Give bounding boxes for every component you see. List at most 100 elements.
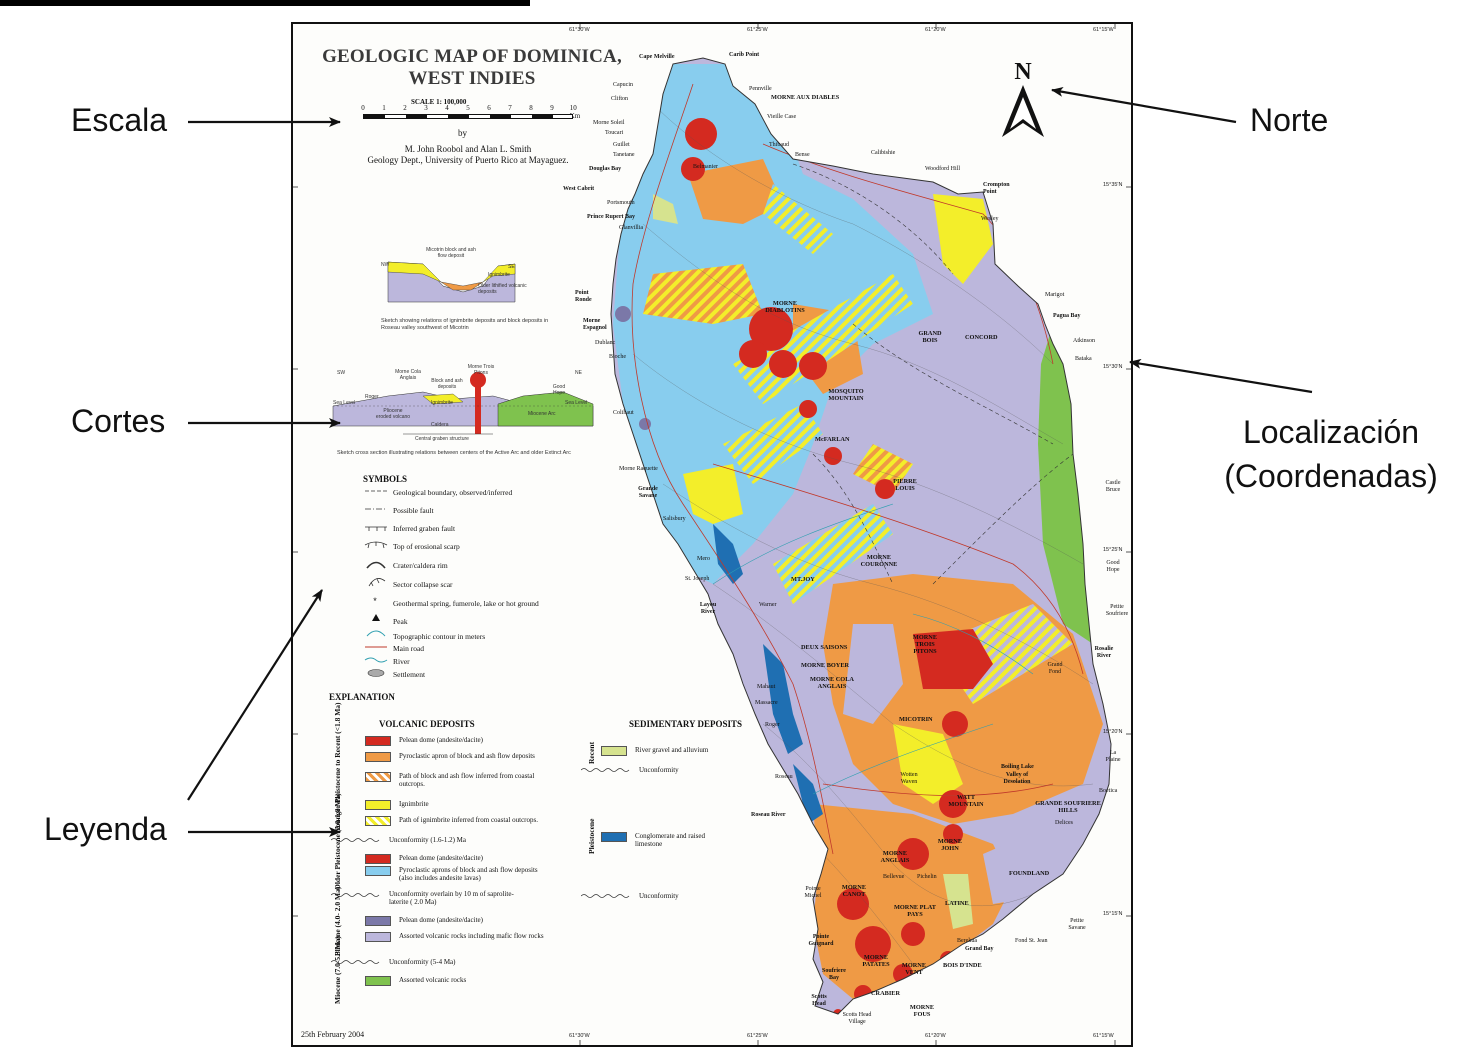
- place-label: Mahaut: [757, 684, 776, 690]
- place-label: WATT MOUNTAIN: [948, 794, 984, 808]
- legend-alluvium: River gravel and alluvium: [601, 746, 775, 756]
- sketch2-label-goodhope: Good Hope: [552, 384, 566, 396]
- place-label: Pointe Michel: [804, 886, 822, 899]
- place-label: Belmanier: [693, 164, 718, 170]
- legend-apron-older: Pyroclastic aprons of block and ash flow…: [365, 866, 549, 882]
- place-label: Petite Soufriere: [1105, 604, 1129, 617]
- unconformity-2: Unconformity overlain by 10 m of saproli…: [331, 890, 601, 906]
- sketch2-label-caldera: Caldera: [431, 422, 449, 428]
- north-arrow-icon: N: [1002, 59, 1044, 137]
- place-label: Castle Bruce: [1105, 480, 1121, 493]
- scale-bar: [363, 114, 573, 119]
- place-label: MORNE TROIS PITONS: [912, 634, 938, 655]
- sketch-arc-section: [332, 372, 594, 435]
- place-label: GRAND BOIS: [918, 330, 942, 344]
- place-label: Cape Melville: [639, 54, 675, 60]
- sketch2-ne: NE: [575, 370, 582, 376]
- coord-right-5: 15°15'N: [1103, 911, 1123, 917]
- coord-right-4: 15°20'N: [1103, 729, 1123, 735]
- symbol-settlement: Settlement: [393, 669, 426, 679]
- place-label: Guillet: [613, 142, 630, 148]
- place-label: MORNE VENT: [901, 962, 927, 976]
- place-label: Douglas Bay: [589, 166, 622, 172]
- place-label: Rosalie River: [1094, 646, 1114, 659]
- place-label: Pointe Guignard: [808, 934, 834, 947]
- place-label: Bataka: [1075, 356, 1092, 362]
- place-label: Massacre: [755, 700, 778, 706]
- geothermal-icon: *: [373, 596, 377, 606]
- place-label: Marigot: [1045, 292, 1065, 298]
- legend-swatch: [365, 816, 391, 826]
- place-label: West Cabrit: [563, 186, 595, 192]
- place-label: MICOTRIN: [899, 716, 933, 723]
- legend-swatch: [365, 854, 391, 864]
- place-label: Woodford Hill: [925, 166, 961, 172]
- legend-pelean-young: Pelean dome (andesite/dacite): [365, 736, 539, 746]
- river-icon: [364, 657, 388, 663]
- place-label: GRANDE SOUFRIERE HILLS: [1035, 800, 1101, 814]
- place-label: Layou River: [699, 602, 717, 615]
- sketch2-label-miocene: Miocene Arc: [528, 411, 556, 417]
- age-miocene: Miocene (7.0-5.3 Ma): [333, 936, 342, 1004]
- place-label: Roseau: [775, 774, 793, 780]
- place-label: Mero: [697, 556, 710, 562]
- place-label: MORNE PLAT PAYS: [893, 904, 937, 918]
- place-label: Atkinson: [1073, 338, 1096, 344]
- place-label: Scotts Head: [811, 994, 827, 1007]
- svg-text:N: N: [1014, 59, 1032, 85]
- coord-bottom-4: 61°15'W: [1093, 1033, 1114, 1039]
- symbol-road: Main road: [393, 643, 425, 653]
- sketch2-sw: SW: [337, 370, 346, 376]
- place-label: MORNE ANGLAIS: [880, 850, 910, 864]
- annotation-cortes: Cortes: [71, 403, 166, 439]
- legend-miocene: Assorted volcanic rocks: [365, 976, 539, 986]
- sketch1-block-label: Micotrin block and ash flow deposit: [426, 247, 476, 259]
- place-label: Pennville: [749, 86, 772, 92]
- age-recent: Recent: [587, 741, 596, 764]
- place-label: Prince Rupert Bay: [587, 214, 635, 220]
- place-label: Good Hope: [1106, 560, 1120, 573]
- bottom-credit-strip: [262, 1045, 1062, 1050]
- place-label: Thibaud: [769, 142, 789, 148]
- unconformity-3: Unconformity (5-4 Ma): [331, 958, 455, 966]
- place-label: Glanvillia: [619, 225, 643, 231]
- place-label: Bioche: [609, 354, 626, 360]
- place-label: Berekua: [957, 938, 977, 944]
- sketch2-label-block: Block and ash deposits: [431, 378, 463, 390]
- place-label: Point Ronde: [575, 290, 592, 303]
- coord-top-2: 61°25'W: [747, 27, 768, 33]
- place-label: Colihaut: [613, 410, 634, 416]
- volcanic-deposits-title: VOLCANIC DEPOSITS: [379, 719, 475, 729]
- age-pleistocene: Pleistocene: [587, 818, 596, 854]
- collapse-scar-icon: [368, 578, 386, 587]
- coord-top-1: 61°30'W: [569, 27, 590, 33]
- place-label: Bellevue: [883, 874, 905, 880]
- place-label: MORNE JOHN: [937, 838, 963, 852]
- place-label: Morne Soleil: [593, 120, 625, 126]
- place-label: Dublanc: [595, 340, 616, 346]
- place-label: CONCORD: [965, 334, 998, 341]
- place-label: Roger: [765, 722, 780, 728]
- coord-bottom-3: 61°20'W: [925, 1033, 946, 1039]
- island-map: *: [293, 24, 1131, 1045]
- place-label: Boiling Lake: [1001, 764, 1034, 770]
- place-label: Wesley: [981, 216, 999, 222]
- sketch2-label-roger: Roger: [365, 394, 379, 400]
- place-label: MT.JOY: [791, 576, 815, 583]
- annotation-localizacion: Localización (Coordenadas): [1224, 414, 1438, 495]
- place-label: MOSQUITO MOUNTAIN: [828, 388, 864, 402]
- symbols-title: SYMBOLS: [363, 474, 408, 484]
- coord-bottom-2: 61°25'W: [747, 1033, 768, 1039]
- place-label: MORNE DIABLOTINS: [765, 300, 805, 314]
- place-label: Salisbury: [663, 516, 686, 522]
- place-label: Carib Point: [729, 52, 760, 58]
- place-label: Grand Fond: [1047, 662, 1063, 675]
- legend-swatch: [365, 800, 391, 810]
- place-label: FOUNDLAND: [1009, 870, 1050, 877]
- annotation-norte: Norte: [1250, 102, 1329, 138]
- place-label: MORNE CANOT: [841, 884, 867, 898]
- sedimentary-deposits-title: SEDIMENTARY DEPOSITS: [629, 719, 742, 729]
- annotation-leyenda: Leyenda: [44, 811, 167, 847]
- place-label: Vieille Case: [767, 114, 797, 120]
- scale-label: SCALE 1: 100,000: [411, 98, 467, 106]
